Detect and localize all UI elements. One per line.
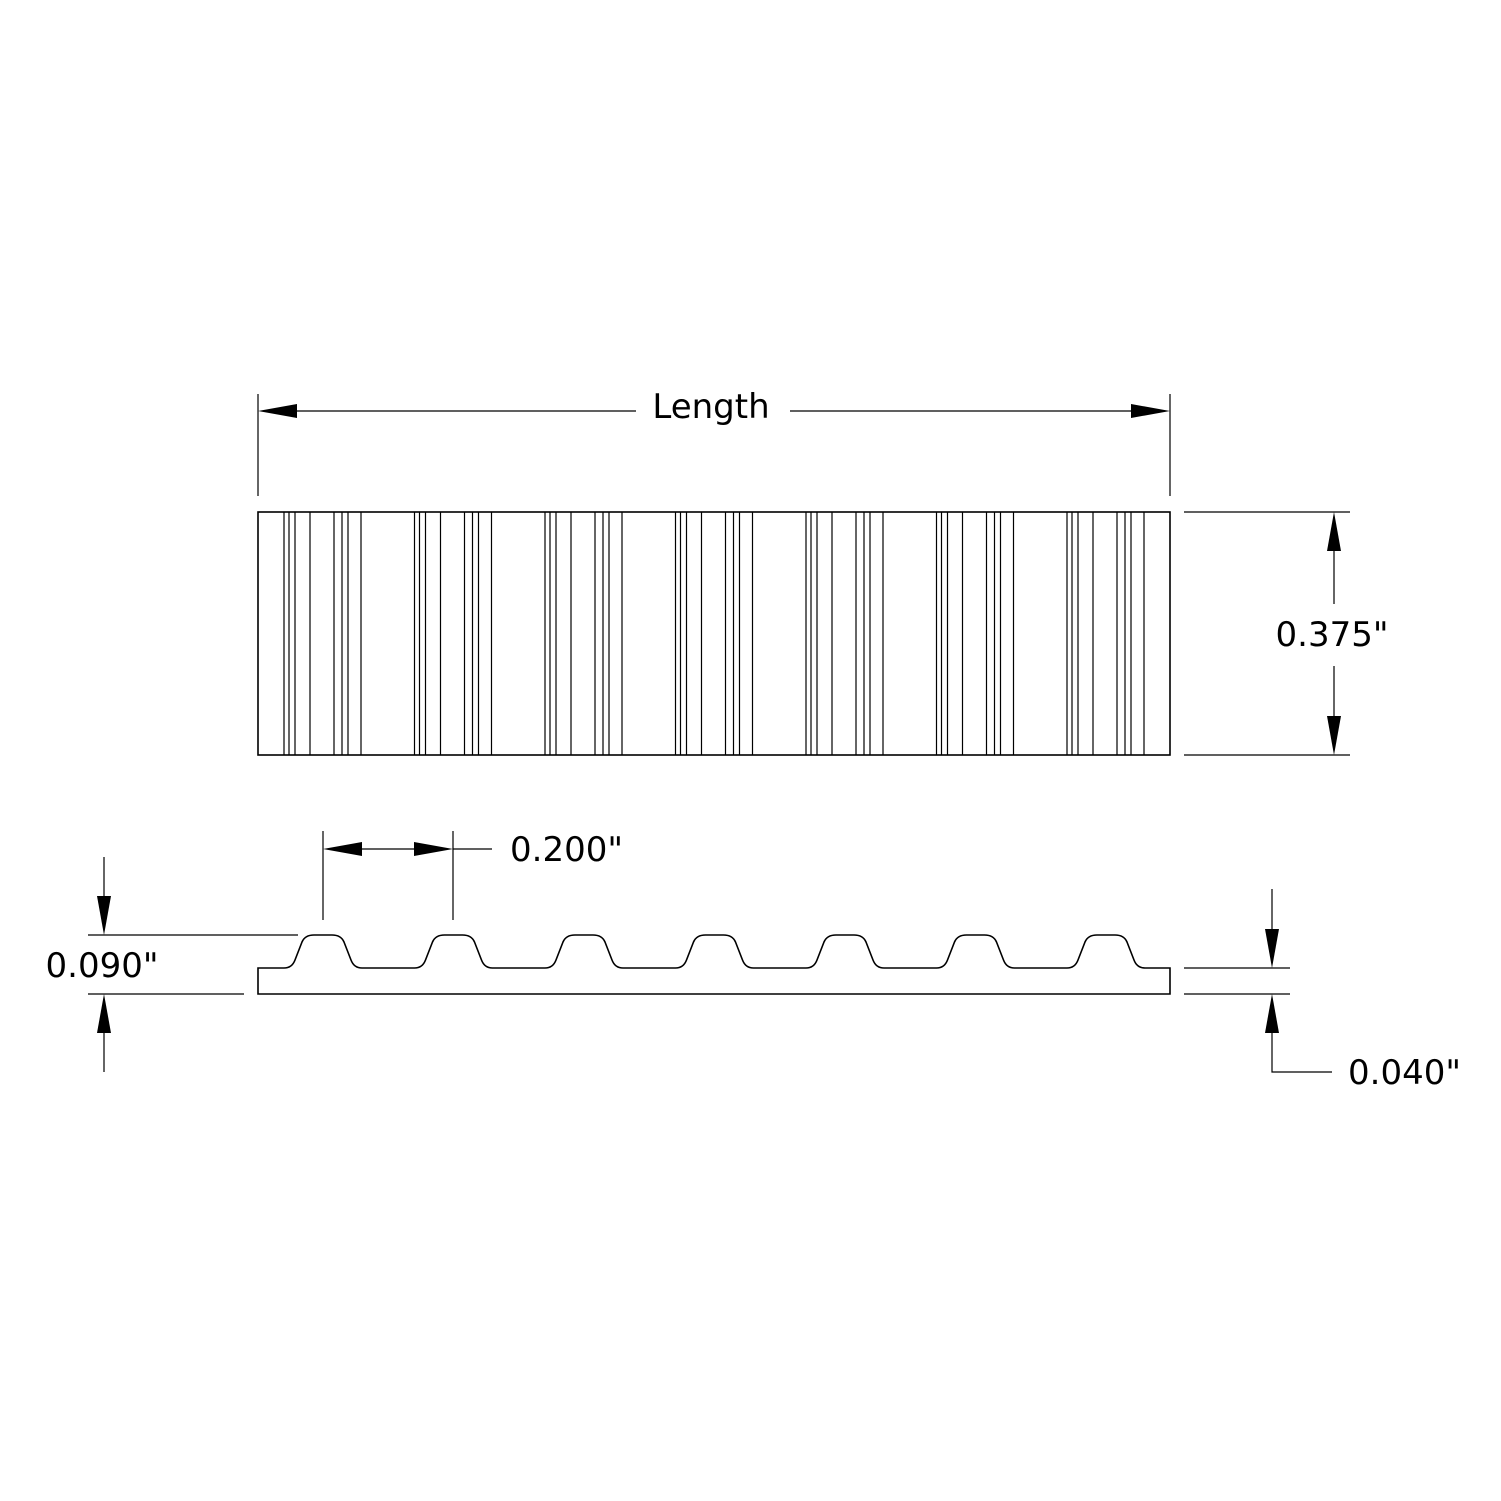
length-arrow-left [258, 404, 297, 418]
base-leader-bottom [1271, 1030, 1332, 1073]
pitch-arrow-right [414, 842, 453, 856]
pitch-dimension: 0.200" [322, 830, 623, 920]
belt-top-outline [257, 511, 1171, 756]
base-arrow-bottom [1265, 994, 1279, 1033]
pitch-arrow-left [323, 842, 362, 856]
base-arrow-top [1265, 929, 1279, 968]
total-height-dimension: 0.090" [46, 857, 298, 1072]
base-thickness-dimension: 0.040" [1184, 889, 1461, 1093]
pitch-label: 0.200" [510, 830, 623, 870]
total-height-label: 0.090" [46, 946, 159, 986]
length-arrow-right [1131, 404, 1170, 418]
length-dimension: Length [257, 387, 1171, 496]
height-arrow-bottom [97, 994, 111, 1033]
top-view: Length 0.375" [257, 387, 1389, 756]
base-thickness-label: 0.040" [1348, 1053, 1461, 1093]
width-arrow-bottom [1327, 716, 1341, 755]
belt-tooth-profile [257, 934, 1171, 995]
width-dimension: 0.375" [1184, 511, 1389, 756]
width-label: 0.375" [1276, 615, 1389, 655]
length-label: Length [652, 387, 769, 427]
width-arrow-top [1327, 512, 1341, 551]
side-view: 0.200" 0.090" 0.040" [46, 830, 1461, 1093]
height-arrow-top [97, 896, 111, 935]
belt-tooth-lines [283, 512, 1145, 755]
